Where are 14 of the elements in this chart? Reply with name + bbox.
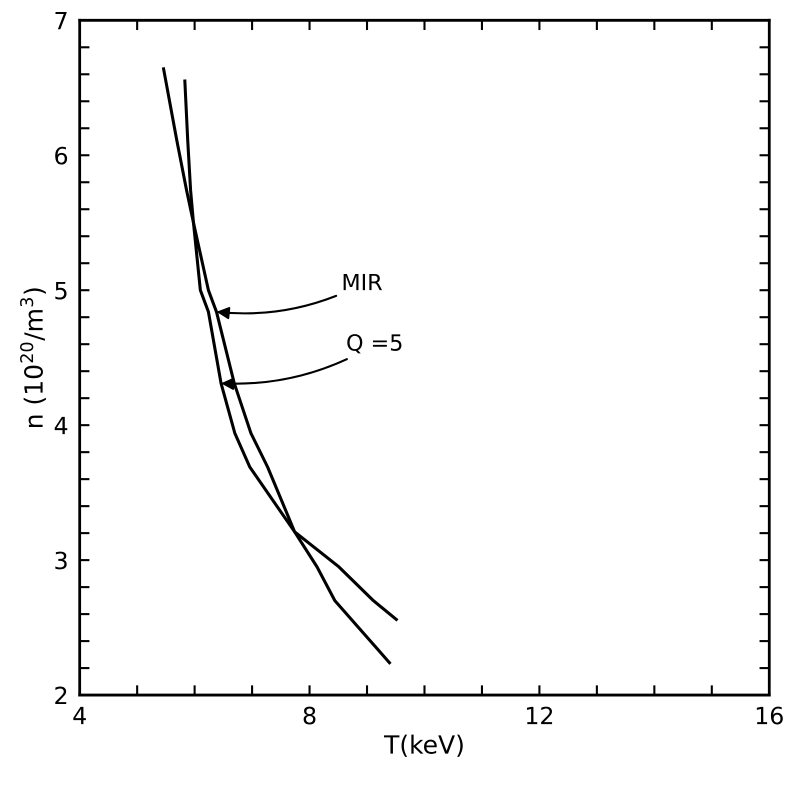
annotation: MIR <box>344 274 382 290</box>
annotation: Q =5 <box>347 334 402 354</box>
y-tick-label: 4 <box>54 416 68 434</box>
x-tick-label: 16 <box>756 706 783 724</box>
y-tick-label: 5 <box>55 282 67 300</box>
x-tick-label: 8 <box>304 706 316 724</box>
y-axis-title: n (10$^{20}$/m$^{3}$) <box>20 288 46 428</box>
x-axis-title: T(keV) <box>384 734 463 757</box>
y-tick-label: 7 <box>55 12 67 30</box>
y-tick-label: 2 <box>55 686 66 704</box>
y-tick-label: 6 <box>55 146 68 165</box>
x-tick-label: 12 <box>526 706 552 724</box>
y-tick-label: 3 <box>55 552 67 570</box>
x-tick-label: 4 <box>73 706 86 724</box>
